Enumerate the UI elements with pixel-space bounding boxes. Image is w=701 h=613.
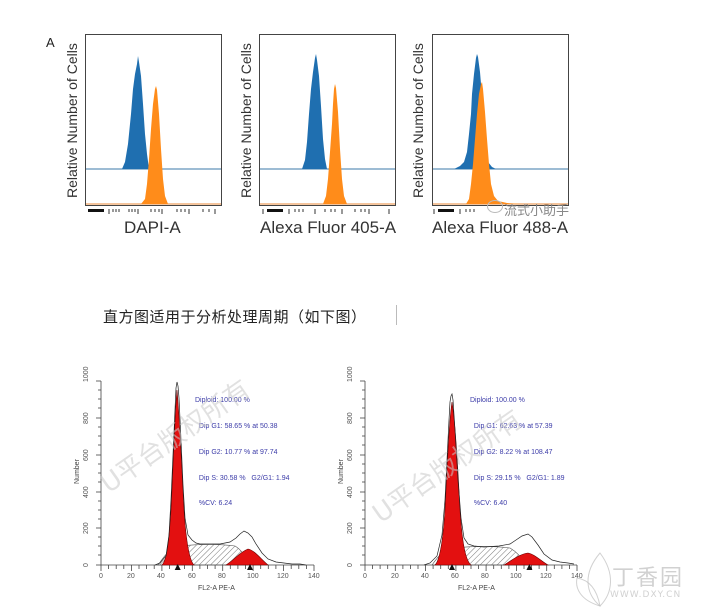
x-tick-80: 80 [481,573,489,580]
x-tick-80: 80 [218,573,226,580]
x-axis-ticks [88,209,216,214]
cell-cycle-chart-1: 1000 800 600 400 200 0 Number 0 20 40 60… [70,360,330,600]
site-watermark-cn: 丁香园 [612,566,685,591]
x-tick-60: 60 [188,573,196,580]
x-tick-40: 40 [157,573,165,580]
y-tick-200: 200 [83,522,90,534]
x-axis-label: FL2-A PE-A [198,585,235,592]
cell-cycle-chart-2: 1000 800 600 400 200 0 Number 0 20 40 60… [334,360,594,600]
stat-s: Dip S: 30.58 % G2/G1: 1.94 [195,474,290,482]
x-axis-label: Alexa Fluor 405-A [260,218,397,237]
x-axis-label: FL2-A PE-A [458,585,495,592]
y-tick-600: 600 [83,449,90,461]
y-axis-label: Number [74,459,81,484]
x-tick-100: 100 [247,573,259,580]
x-axis-ticks [262,209,390,214]
x-tick-140: 140 [571,573,583,580]
histogram-plot [85,34,222,206]
y-tick-400: 400 [347,486,354,498]
top-watermark: 流式小助手 [504,204,570,219]
y-axis-label: Relative Number of Cells [238,43,254,198]
stat-g1: Dip G1: 58.65 % at 50.38 [195,422,278,430]
x-axis-label: DAPI-A [124,218,181,237]
flow-histogram-alexa405: Relative Number of Cells Alexa Fluor 405… [234,30,404,240]
x-tick-120: 120 [540,573,552,580]
y-tick-600: 600 [347,449,354,461]
panel-letter: A [46,35,55,50]
stat-g2: Dip G2: 8.22 % at 108.47 [470,448,553,456]
x-axis-ticks [433,209,475,214]
y-tick-1000: 1000 [347,366,354,382]
y-tick-400: 400 [83,486,90,498]
wechat-icon [487,200,503,213]
cell-cycle-plot [360,380,578,571]
stat-g2: Dip G2: 10.77 % at 97.74 [195,448,278,456]
x-tick-140: 140 [308,573,320,580]
stat-g1: Dip G1: 62.63 % at 57.39 [470,422,553,430]
x-axis-label: Alexa Fluor 488-A [432,218,569,237]
caption-text: 直方图适用于分析处理周期（如下图） [103,308,367,326]
y-axis-label: Relative Number of Cells [410,43,426,198]
stat-diploid: Diploid: 100.00 % [470,397,525,405]
y-tick-0: 0 [347,563,354,567]
y-tick-1000: 1000 [83,366,90,382]
stat-diploid: Diploid: 100.00 % [195,397,250,405]
stat-s: Dip S: 29.15 % G2/G1: 1.89 [470,474,565,482]
site-watermark-en: WWW.DXY.CN [610,590,682,600]
cell-cycle-plot [96,380,315,571]
stats-box: Diploid: 100.00 % Dip G1: 58.65 % at 50.… [195,380,290,526]
stat-cv: %CV: 6.24 [195,500,233,508]
histogram-plot [259,34,396,206]
x-tick-0: 0 [363,573,367,580]
dxy-leaf-logo-icon [576,552,611,607]
flow-histogram-alexa488: Relative Number of Cells 流式小助手 Alexa Flu… [407,30,597,240]
x-tick-100: 100 [510,573,522,580]
flow-histogram-dapi: Relative Number of Cells DAPI-A [60,30,230,240]
x-tick-20: 20 [391,573,399,580]
y-tick-800: 800 [83,412,90,424]
text-cursor [396,305,397,325]
y-tick-0: 0 [83,563,90,567]
x-tick-0: 0 [99,573,103,580]
y-axis-label: Relative Number of Cells [64,43,80,198]
y-axis-label: Number [338,459,345,484]
x-tick-120: 120 [277,573,289,580]
stats-box: Diploid: 100.00 % Dip G1: 62.63 % at 57.… [470,380,565,526]
x-tick-20: 20 [127,573,135,580]
x-tick-60: 60 [451,573,459,580]
y-tick-800: 800 [347,412,354,424]
x-tick-40: 40 [421,573,429,580]
stat-cv: %CV: 6.40 [470,500,508,508]
y-tick-200: 200 [347,522,354,534]
histogram-plot [432,34,569,206]
